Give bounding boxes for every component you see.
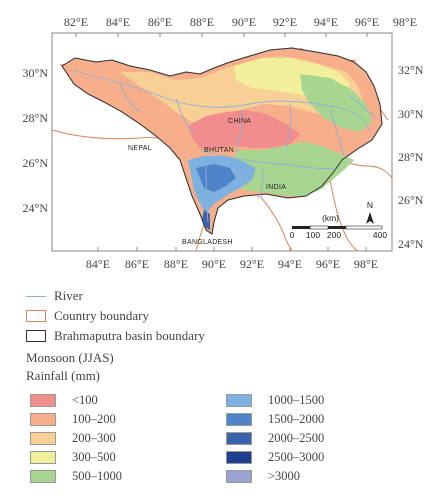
lat-label: 30°N (23, 66, 49, 80)
legend-basin-boundary: Brahmaputra basin boundary (26, 328, 205, 344)
scale-unit: (km) (322, 213, 339, 223)
zone-less-100 (188, 110, 300, 150)
legend-swatch (226, 451, 252, 464)
basin-boundary (61, 47, 383, 235)
lon-label: 84°E (106, 15, 130, 29)
legend-class: 1500–2000 (226, 412, 324, 427)
legend-swatch (226, 394, 252, 407)
legend-swatch (226, 432, 252, 445)
country-boundary-icon (26, 310, 46, 322)
legend-class: 2000–2500 (226, 431, 324, 446)
legend-class: 200–300 (30, 431, 116, 446)
lon-label: 98°E (354, 257, 378, 271)
label-china: CHINA (228, 118, 251, 125)
lon-label: 92°E (240, 257, 264, 271)
scale-tick: 100 (306, 230, 320, 240)
scale-bar: (km) 0 100 200 400 (290, 213, 388, 240)
legend-class-label: >3000 (268, 469, 301, 483)
map-frame (51, 32, 393, 252)
basin-boundary-icon (26, 330, 46, 342)
legend-swatch (30, 432, 56, 445)
lon-label: 96°E (355, 15, 379, 29)
legend-class: 500–1000 (30, 469, 122, 484)
lon-label: 92°E (273, 15, 297, 29)
top-lon-labels: 82°E 84°E 86°E 88°E 90°E 92°E 94°E 96°E … (64, 15, 417, 29)
legend-swatch (30, 451, 56, 464)
legend-river-label: River (54, 288, 83, 303)
legend-class-label: 2000–2500 (268, 431, 325, 445)
label-bhutan: BHUTAN (204, 147, 234, 154)
legend-class: <100 (30, 393, 98, 408)
legend-class: 100–200 (30, 412, 116, 427)
legend-swatch (30, 413, 56, 426)
zone-500-1000-south (230, 142, 354, 196)
legend-country-label: Country boundary (54, 308, 149, 323)
bottom-lon-labels: 84°E 86°E 88°E 90°E 92°E 94°E 96°E 98°E (86, 257, 378, 271)
scale-tick: 0 (290, 230, 295, 240)
right-lat-labels: 32°N 30°N 28°N 26°N 24°N (398, 63, 424, 251)
north-label: N (367, 200, 373, 210)
label-nepal: NEPAL (128, 145, 152, 152)
river-line-icon (26, 296, 46, 297)
legend-swatch (226, 413, 252, 426)
lon-label: 90°E (232, 15, 256, 29)
legend-title-2: Rainfall (mm) (26, 368, 101, 383)
rainfall-zones (61, 47, 383, 235)
legend-class-label: <100 (72, 393, 98, 407)
left-lat-labels: 30°N 28°N 26°N 24°N (23, 66, 49, 215)
legend-river: River (26, 288, 83, 304)
rainfall-map: 82°E 84°E 86°E 88°E 90°E 92°E 94°E 96°E … (23, 15, 424, 271)
legend-swatch (30, 394, 56, 407)
graticule-ticks (75, 33, 368, 251)
lat-label: 26°N (23, 156, 49, 170)
lat-label: 32°N (398, 63, 424, 77)
legend-class-label: 200–300 (72, 431, 116, 445)
legend-swatch (30, 470, 56, 483)
legend-class-label: 2500–3000 (268, 450, 325, 464)
legend-class: 300–500 (30, 450, 116, 465)
lon-label: 88°E (164, 257, 188, 271)
scale-tick: 400 (373, 230, 387, 240)
lon-label: 88°E (190, 15, 214, 29)
lon-label: 84°E (86, 257, 110, 271)
lat-label: 28°N (398, 150, 424, 164)
legend-country-boundary: Country boundary (26, 308, 149, 324)
label-bangladesh: BANGLADESH (182, 239, 233, 246)
legend-class: 1000–1500 (226, 393, 324, 408)
lat-label: 24°N (398, 237, 424, 251)
legend-class: 2500–3000 (226, 450, 324, 465)
legend-title-1: Monsoon (JJAS) (26, 350, 114, 365)
legend-class-label: 300–500 (72, 450, 116, 464)
scale-tick: 200 (327, 230, 341, 240)
lat-label: 30°N (398, 107, 424, 121)
zone-2000-2500 (202, 210, 210, 230)
lon-label: 82°E (64, 15, 88, 29)
lon-label: 98°E (393, 15, 417, 29)
legend-class-label: 1000–1500 (268, 393, 325, 407)
lon-label: 86°E (125, 257, 149, 271)
lon-label: 94°E (278, 257, 302, 271)
north-arrow-icon: N (366, 200, 374, 224)
legend-basin-label: Brahmaputra basin boundary (54, 328, 205, 343)
lon-label: 96°E (316, 257, 340, 271)
legend-class: >3000 (226, 469, 300, 484)
rivers (69, 69, 377, 223)
label-india: INDIA (266, 184, 286, 191)
legend-class-label: 500–1000 (72, 469, 122, 483)
legend-swatch (226, 470, 252, 483)
lat-label: 24°N (23, 201, 49, 215)
lat-label: 26°N (398, 193, 424, 207)
lon-label: 94°E (314, 15, 338, 29)
zone-500-1000-north (300, 74, 372, 132)
lon-label: 90°E (202, 257, 226, 271)
lat-label: 28°N (23, 111, 49, 125)
legend-class-label: 1500–2000 (268, 412, 325, 426)
lon-label: 86°E (148, 15, 172, 29)
legend-class-label: 100–200 (72, 412, 116, 426)
